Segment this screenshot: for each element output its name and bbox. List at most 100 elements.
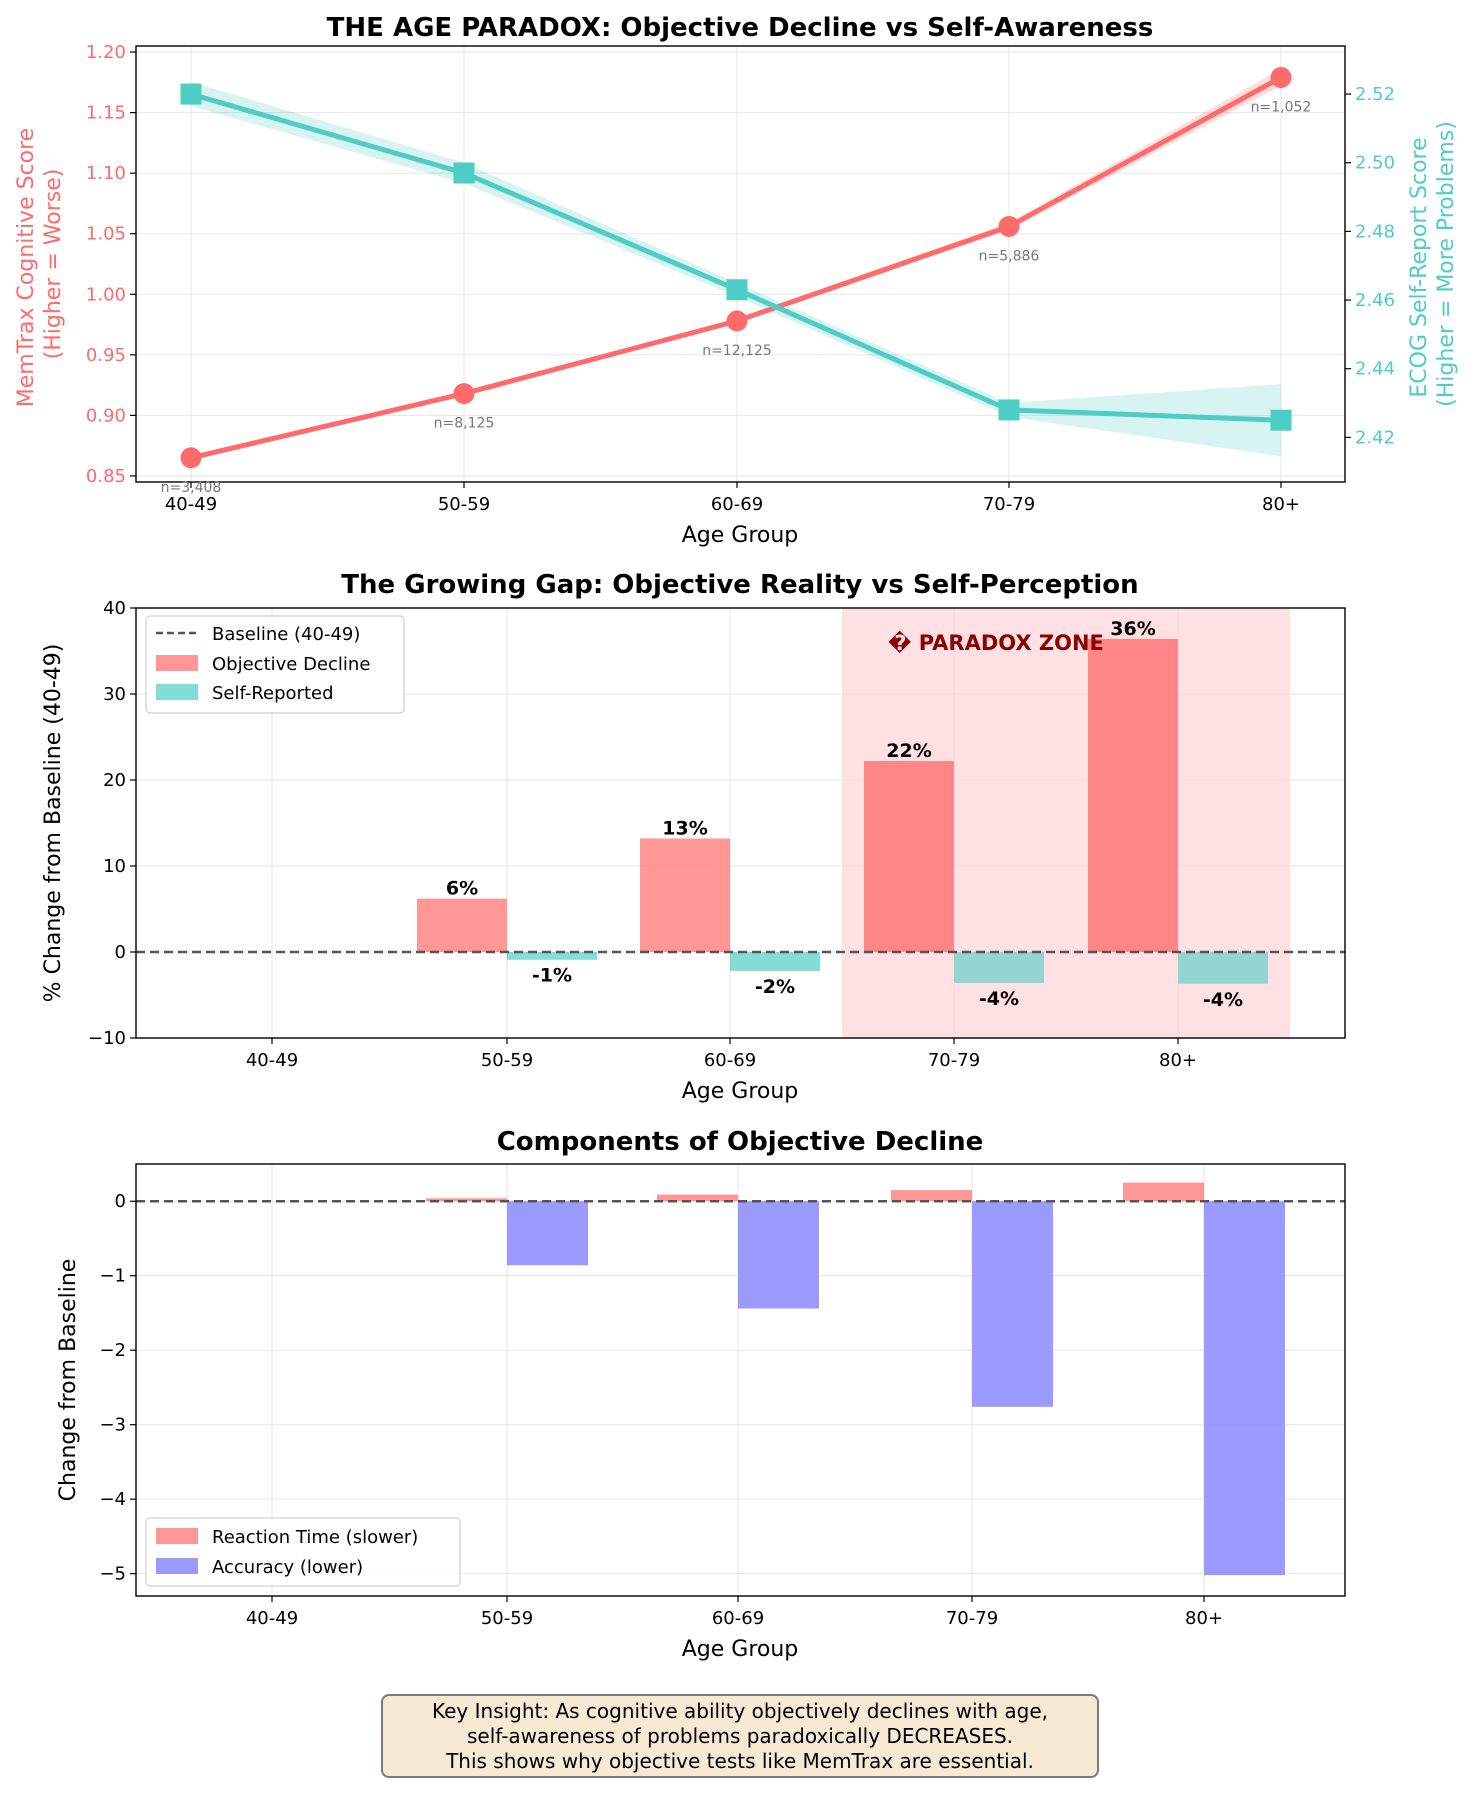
accuracy-bar-50-59 xyxy=(507,1201,588,1266)
confidence-band-ecog xyxy=(191,82,1281,457)
x-tick-label-70-79: 70-79 xyxy=(928,1050,980,1071)
panel2-ticks: 40-49 50-59 60-69 70-79 80+ −10 0 10 20 30 40 xyxy=(88,598,1197,1071)
sample-size-label: n=5,886 xyxy=(979,248,1040,264)
insight-line-1: Key Insight: As cognitive ability object… xyxy=(432,1698,1048,1723)
panel3-title: Components of Objective Decline xyxy=(497,1127,984,1157)
x-tick-label-70-79: 70-79 xyxy=(946,1608,998,1629)
ecog-point xyxy=(180,83,202,105)
panel1-ticks: 40-49 50-59 60-69 70-79 80+ 0.85 0.90 0.95 1.00 1… xyxy=(86,42,1395,515)
panel3-ylabel: Change from Baseline xyxy=(56,1259,81,1502)
panel2-legend: Baseline (40-49) Objective Decline Self-… xyxy=(145,615,405,714)
y-left-tick-label: 1.00 xyxy=(86,284,126,305)
objective-decline-bar-80+ xyxy=(1088,638,1178,952)
panel3-xlabel: Age Group xyxy=(682,1637,799,1662)
memtrax-point xyxy=(998,215,1020,237)
paradox-zone-label: � PARADOX ZONE xyxy=(888,630,1104,655)
panel-growing-gap: 40-49 50-59 60-69 70-79 80+ −10 0 10 20 30 40 6% -1… xyxy=(41,570,1346,1104)
x-tick-label-60-69: 60-69 xyxy=(712,1608,764,1629)
sample-size-label: n=3,408 xyxy=(161,480,222,496)
legend-reaction-label: Reaction Time (slower) xyxy=(212,1527,418,1548)
objective-value-label: 13% xyxy=(662,817,707,839)
sample-size-label: n=1,052 xyxy=(1251,99,1312,115)
y-right-tick-label: 2.48 xyxy=(1355,221,1395,242)
self-reported-bar-80+ xyxy=(1178,952,1268,984)
x-tick-label-50-59: 50-59 xyxy=(438,494,490,515)
ecog-point xyxy=(726,279,748,301)
legend-baseline-label: Baseline (40-49) xyxy=(212,624,360,645)
memtrax-point xyxy=(180,447,202,469)
x-tick-label-80+: 80+ xyxy=(1159,1050,1197,1071)
panel-components: 40-49 50-59 60-69 70-79 80+ −5 −4 −3 −2 −1 0 Compo… xyxy=(56,1127,1346,1662)
objective-value-label: 22% xyxy=(886,740,931,762)
self-reported-value-label: -1% xyxy=(532,965,572,987)
self-reported-value-label: -2% xyxy=(755,976,795,998)
insight-line-3: This shows why objective tests like MemT… xyxy=(446,1748,1034,1773)
x-tick-label-60-69: 60-69 xyxy=(704,1050,756,1071)
reaction-time-bar-70-79 xyxy=(891,1190,972,1202)
legend-accuracy-swatch xyxy=(156,1558,198,1574)
legend-objective-label: Objective Decline xyxy=(212,654,370,675)
objective-decline-bar-60-69 xyxy=(640,838,730,952)
panel2-xlabel: Age Group xyxy=(682,1079,799,1104)
x-tick-label-60-69: 60-69 xyxy=(711,494,763,515)
objective-decline-bar-70-79 xyxy=(864,761,954,952)
y-tick-label: 30 xyxy=(103,684,126,705)
y-tick-label: 20 xyxy=(103,770,126,791)
legend-accuracy-label: Accuracy (lower) xyxy=(212,1557,363,1578)
panel1-ylabel-right: ECOG Self-Report Score (Higher = More Pr… xyxy=(1407,121,1459,407)
ecog-point xyxy=(453,162,475,184)
legend-reaction-swatch xyxy=(156,1528,198,1544)
ecog-point xyxy=(998,399,1020,421)
panel1-ylabel-left-line1: MemTrax Cognitive Score xyxy=(14,128,39,407)
x-tick-label-40-49: 40-49 xyxy=(246,1050,298,1071)
y-left-tick-label: 0.90 xyxy=(86,405,126,426)
objective-value-label: 36% xyxy=(1110,618,1155,640)
memtrax-point xyxy=(1270,66,1292,88)
panel2-title: The Growing Gap: Objective Reality vs Se… xyxy=(341,570,1138,600)
y-tick-label: 40 xyxy=(103,598,126,619)
panel1-ylabel-left: MemTrax Cognitive Score (Higher = Worse) xyxy=(14,121,66,407)
y-left-tick-label: 1.15 xyxy=(86,103,126,124)
y-right-tick-label: 2.42 xyxy=(1355,427,1395,448)
accuracy-bar-60-69 xyxy=(738,1201,819,1309)
y-tick-label: 0 xyxy=(115,942,126,963)
insight-line-2: self-awareness of problems paradoxically… xyxy=(466,1723,1014,1748)
y-right-tick-label: 2.50 xyxy=(1355,153,1395,174)
memtrax-point xyxy=(453,383,475,405)
self-reported-value-label: -4% xyxy=(979,988,1019,1010)
y-left-tick-label: 1.10 xyxy=(86,163,126,184)
panel3-frame xyxy=(135,1163,1346,1597)
panel-age-paradox: 40-49 50-59 60-69 70-79 80+ 0.85 0.90 0.95 1.00 1… xyxy=(14,13,1459,548)
objective-decline-bar-50-59 xyxy=(417,898,507,952)
key-insight-box: Key Insight: As cognitive ability object… xyxy=(381,1694,1099,1778)
panel3-legend: Reaction Time (slower) Accuracy (lower) xyxy=(145,1517,461,1587)
objective-value-label: 6% xyxy=(446,878,478,900)
y-left-tick-label: 1.05 xyxy=(86,224,126,245)
x-tick-label-50-59: 50-59 xyxy=(481,1050,533,1071)
x-tick-label-50-59: 50-59 xyxy=(481,1608,533,1629)
x-tick-label-80+: 80+ xyxy=(1262,494,1300,515)
y-left-tick-label: 1.20 xyxy=(86,42,126,63)
accuracy-bar-80+ xyxy=(1204,1201,1285,1576)
y-tick-label: −5 xyxy=(99,1564,126,1585)
panel1-markers xyxy=(180,66,1292,469)
series-line-ecog xyxy=(190,91,1282,423)
y-left-tick-label: 0.85 xyxy=(86,466,126,487)
reaction-time-bar-50-59 xyxy=(426,1198,507,1202)
memtrax-point xyxy=(726,310,748,332)
panel1-ylabel-right-line2: (Higher = More Problems) xyxy=(1434,121,1459,407)
y-right-tick-label: 2.46 xyxy=(1355,290,1395,311)
y-right-tick-label: 2.44 xyxy=(1355,359,1395,380)
y-tick-label: −1 xyxy=(99,1266,126,1287)
panel1-title: THE AGE PARADOX: Objective Decline vs Se… xyxy=(327,13,1154,43)
y-tick-label: −3 xyxy=(99,1415,126,1436)
reaction-time-bar-60-69 xyxy=(657,1194,738,1202)
y-tick-label: −10 xyxy=(88,1028,126,1049)
sample-size-label: n=8,125 xyxy=(434,416,495,432)
y-tick-label: 10 xyxy=(103,856,126,877)
reaction-time-bar-80+ xyxy=(1123,1182,1204,1202)
ecog-point xyxy=(1270,409,1292,431)
self-reported-value-label: -4% xyxy=(1203,989,1243,1011)
panel1-frame xyxy=(135,45,1346,483)
